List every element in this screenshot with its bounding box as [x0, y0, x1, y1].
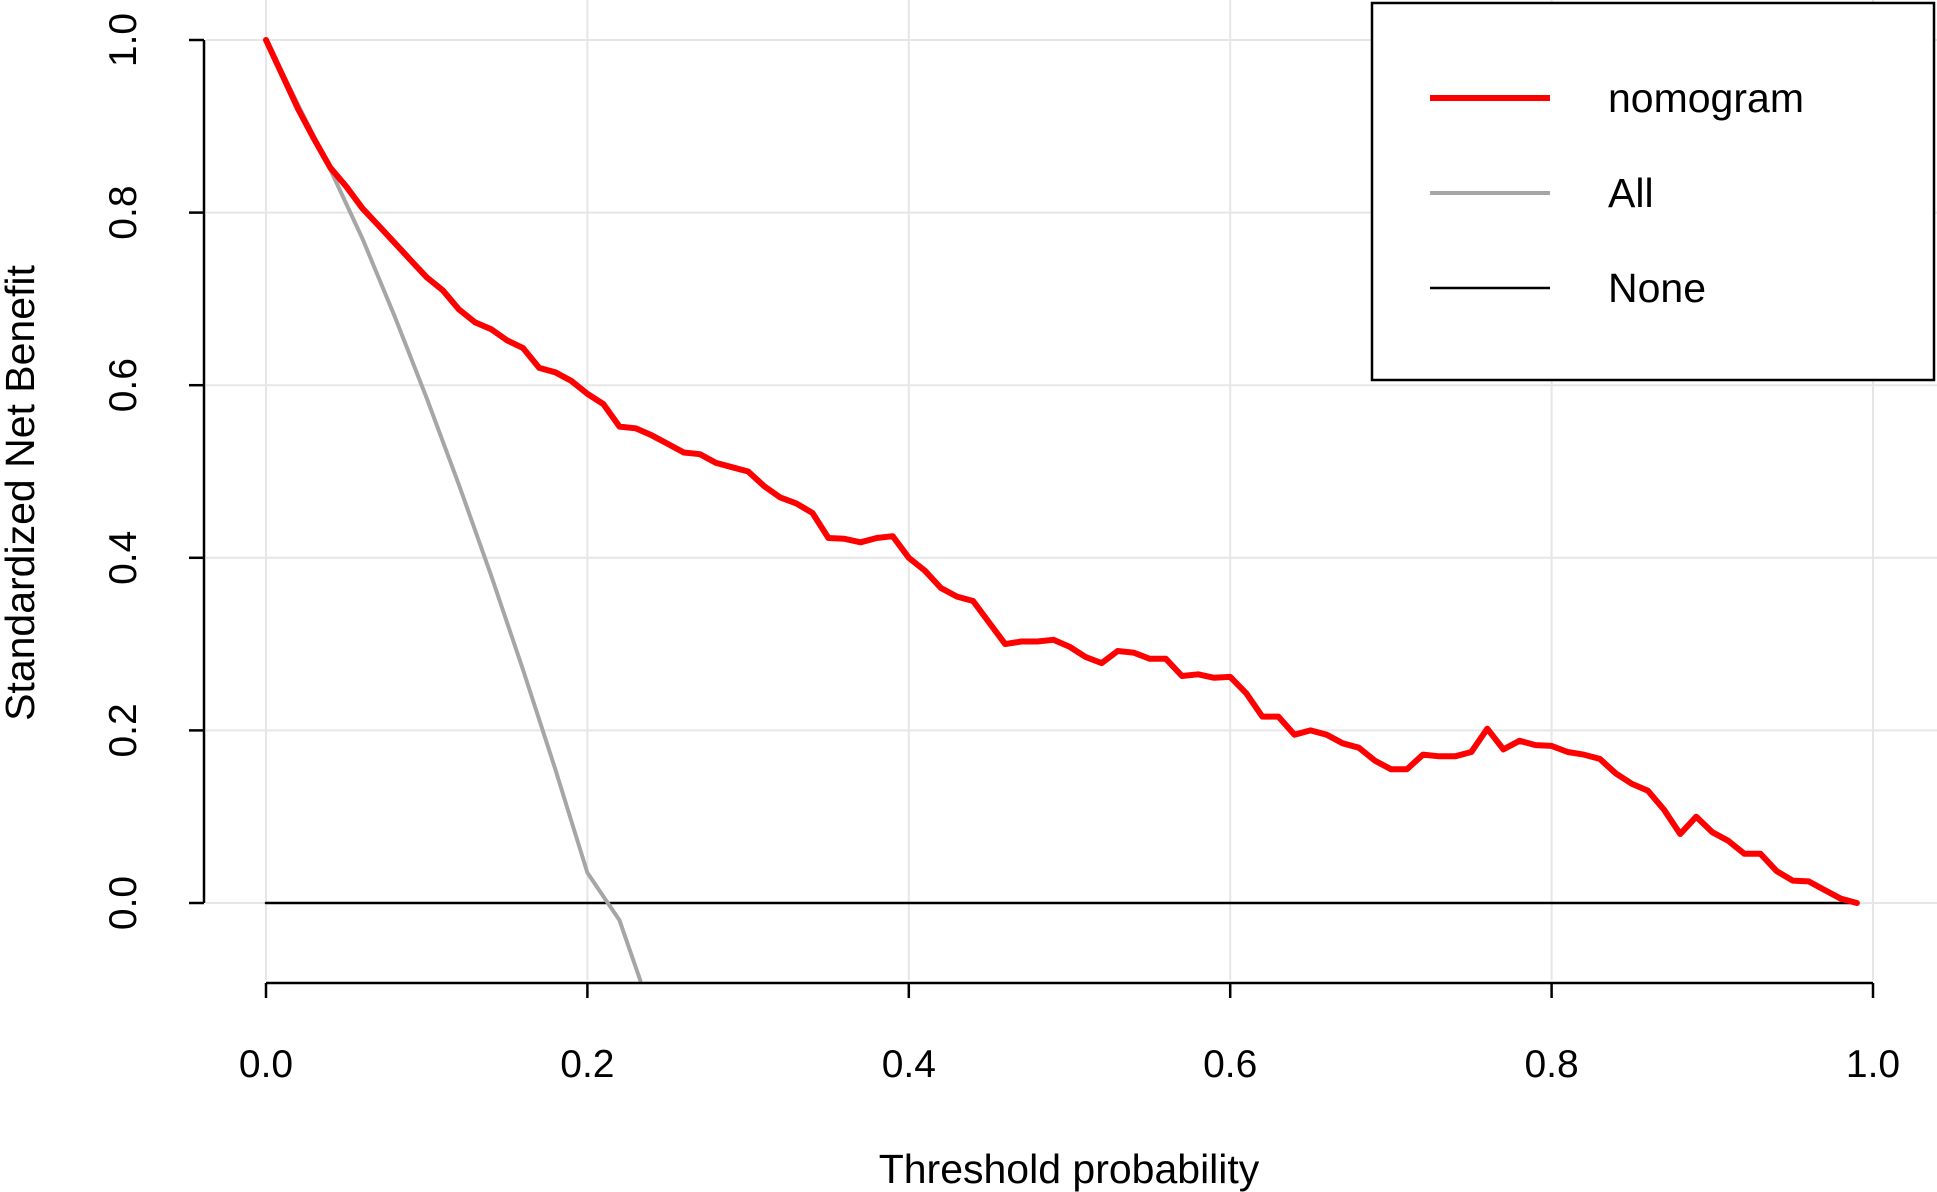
axes: 0.0 0.2 0.4 0.6 0.8 1.0 0.0 0.2 0.4 0.6 0.8 1.0 [102, 13, 1900, 1086]
y-tick-label-1: 0.2 [102, 703, 145, 757]
y-tick-label-3: 0.6 [102, 358, 145, 412]
legend-label-all: All [1608, 170, 1654, 216]
legend-label-nomogram: nomogram [1608, 75, 1804, 121]
series-line-all [264, 38, 643, 983]
series-line-nomogram [263, 37, 1860, 906]
legend: nomogram All None [1370, 1, 1936, 382]
y-tick-label-4: 0.8 [102, 185, 145, 239]
legend-label-none: None [1608, 265, 1706, 311]
y-tick-label-0: 0.0 [102, 876, 145, 930]
x-axis-title: Threshold probability [879, 1146, 1260, 1192]
y-tick-label-2: 0.4 [102, 531, 145, 585]
x-tick-label-1: 0.2 [560, 1043, 614, 1086]
x-tick-label-2: 0.4 [882, 1043, 936, 1086]
y-axis-title: Standardized Net Benefit [0, 264, 43, 720]
x-tick-label-0: 0.0 [239, 1043, 293, 1086]
series-group [263, 37, 1860, 983]
y-tick-label-5: 1.0 [102, 13, 145, 67]
x-tick-label-3: 0.6 [1203, 1043, 1257, 1086]
x-tick-label-5: 1.0 [1846, 1043, 1900, 1086]
x-tick-label-4: 0.8 [1524, 1043, 1578, 1086]
